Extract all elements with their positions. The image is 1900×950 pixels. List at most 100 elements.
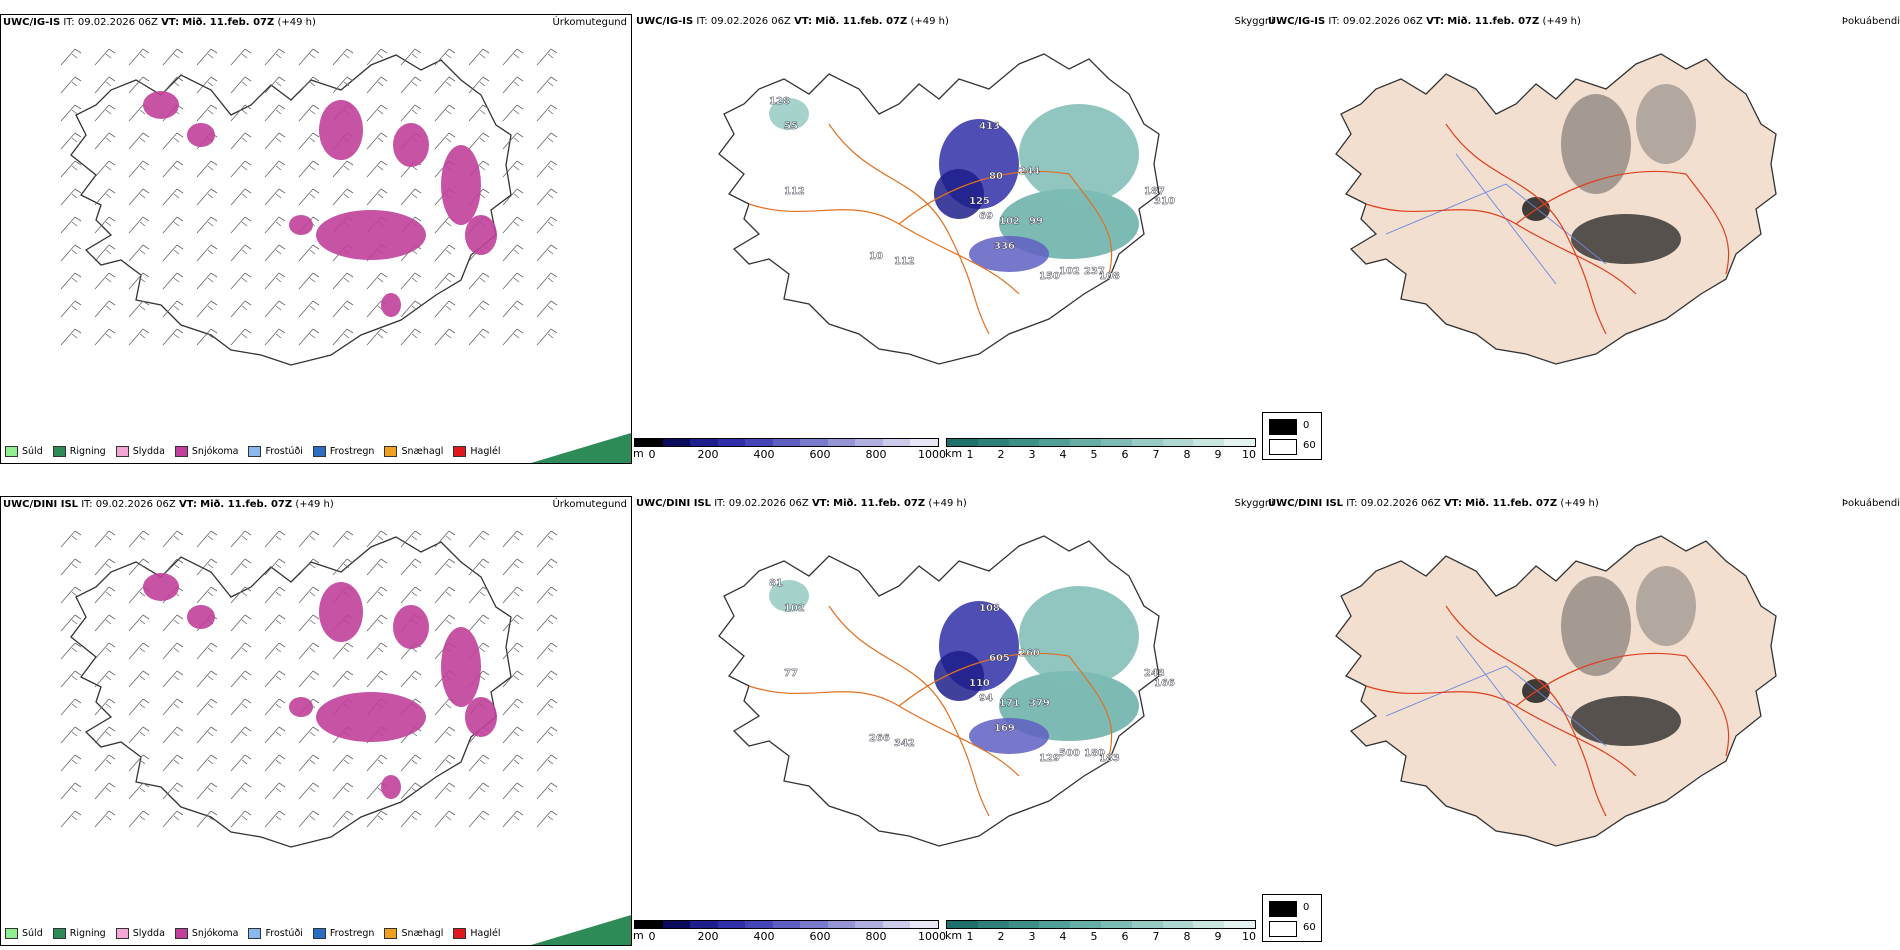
visibility-value-label: 260 (1019, 648, 1040, 659)
visibility-value-label: 266 (869, 733, 890, 744)
visibility-value-label: 94 (979, 693, 993, 704)
legend-swatch (384, 928, 398, 939)
visibility-value-label: 413 (979, 121, 1000, 132)
visibility-value-label: 150 (1039, 271, 1060, 282)
visibility-value-label: 112 (784, 186, 805, 197)
visibility-value-label: 243 (1144, 668, 1165, 679)
fog-legend: 0 60 (1262, 894, 1322, 942)
visibility-value-label: 102 (999, 216, 1020, 227)
visibility-value-label: 102 (784, 603, 805, 614)
visibility-value-label: 102 (1059, 266, 1080, 277)
ceiling-colorbar: m 0 200 400 600 800 1000 (633, 920, 946, 943)
visibility-value-label: 180 (1084, 748, 1105, 759)
visibility-value-label: 55 (784, 121, 798, 132)
precip-legend: Súld Rigning Slydda Snjókoma Frostúði Fr… (5, 446, 511, 457)
visibility-value-label: 379 (1029, 698, 1050, 709)
legend-item: Haglél (453, 928, 501, 939)
panel-title: Skyggni (1234, 16, 1274, 27)
legend-item: Frostúði (248, 928, 303, 939)
fog-indicator-panel: UWC/DINI ISL IT: 09.02.2026 06Z VT: Mið.… (1262, 496, 1900, 946)
legend-swatch (5, 446, 18, 457)
rain-area (531, 915, 631, 945)
visibility-value-label: 129 (1039, 753, 1060, 764)
legend-item: Snjókoma (174, 928, 238, 939)
visibility-value-label: 112 (894, 256, 915, 267)
visibility-value-label: 244 (1019, 166, 1040, 177)
legend-swatch (5, 928, 18, 939)
visibility-value-label: 80 (989, 171, 1003, 182)
legend-swatch (453, 928, 467, 939)
visibility-value-label: 108 (979, 603, 1000, 614)
legend-item: Rigning (52, 928, 106, 939)
visibility-value-label: 69 (979, 211, 993, 222)
panel-title: Úrkomutegund (552, 499, 627, 510)
visibility-value-label: 183 (1099, 753, 1120, 764)
visibility-value-label: 77 (784, 668, 798, 679)
panel-header: UWC/DINI ISL IT: 09.02.2026 06Z VT: Mið.… (1268, 498, 1599, 509)
iceland-map (60, 48, 558, 366)
legend-item: Slydda (115, 928, 165, 939)
visibility-value-label: 336 (994, 241, 1015, 252)
iceland-map (60, 530, 558, 848)
rain-area (531, 433, 631, 463)
legend-swatch (248, 446, 262, 457)
legend-item: Frostregn (312, 928, 374, 939)
legend-swatch (115, 446, 129, 457)
fog-legend-swatch (1269, 901, 1297, 917)
visibility-value-label: 171 (999, 698, 1020, 709)
precip-type-panel: UWC/IG-IS IT: 09.02.2026 06Z VT: Mið. 11… (0, 14, 632, 464)
visibility-value-label: 166 (1154, 678, 1175, 689)
visibility-panel: UWC/IG-IS IT: 09.02.2026 06Z VT: Mið. 11… (633, 14, 1274, 464)
legend-item: Snæhagl (384, 446, 443, 457)
visibility-value-label: 10 (869, 251, 883, 262)
precip-type-panel: UWC/DINI ISL IT: 09.02.2026 06Z VT: Mið.… (0, 496, 632, 946)
legend-item: Súld (5, 928, 43, 939)
panel-title: Þokuábendi (1841, 16, 1900, 27)
fog-legend-swatch (1269, 419, 1297, 435)
fog-legend: 0 60 (1262, 412, 1322, 460)
visibility-value-label: 108 (1099, 271, 1120, 282)
legend-swatch (174, 928, 188, 939)
iceland-map (1335, 53, 1777, 365)
visibility-colorbar: km 1 2 3 4 5 6 7 8 9 10 (945, 438, 1256, 461)
iceland-map (1335, 535, 1777, 847)
legend-item: Frostregn (312, 446, 374, 457)
panel-header: UWC/DINI ISL IT: 09.02.2026 06Z VT: Mið.… (636, 498, 967, 509)
panel-header: UWC/DINI ISL IT: 09.02.2026 06Z VT: Mið.… (3, 499, 334, 510)
panel-title: Þokuábendi (1841, 498, 1900, 509)
visibility-value-label: 310 (1154, 196, 1175, 207)
visibility-value-label: 99 (1029, 216, 1043, 227)
visibility-value-label: 169 (994, 723, 1015, 734)
legend-item: Snæhagl (384, 928, 443, 939)
panel-title: Skyggni (1234, 498, 1274, 509)
legend-swatch (52, 446, 66, 457)
visibility-value-label: 128 (769, 96, 790, 107)
legend-swatch (52, 928, 66, 939)
panel-header: UWC/IG-IS IT: 09.02.2026 06Z VT: Mið. 11… (636, 16, 949, 27)
visibility-value-label: 500 (1059, 748, 1080, 759)
panel-header: UWC/IG-IS IT: 09.02.2026 06Z VT: Mið. 11… (1268, 16, 1581, 27)
legend-swatch (174, 446, 188, 457)
legend-item: Súld (5, 446, 43, 457)
legend-swatch (248, 928, 262, 939)
legend-item: Haglél (453, 446, 501, 457)
visibility-value-label: 110 (969, 678, 990, 689)
precip-legend: Súld Rigning Slydda Snjókoma Frostúði Fr… (5, 928, 511, 939)
visibility-value-label: 187 (1144, 186, 1165, 197)
visibility-colorbar: km 1 2 3 4 5 6 7 8 9 10 (945, 920, 1256, 943)
fog-legend-swatch (1269, 439, 1297, 455)
panel-header: UWC/IG-IS IT: 09.02.2026 06Z VT: Mið. 11… (3, 17, 316, 28)
legend-swatch (384, 446, 398, 457)
panel-title: Úrkomutegund (552, 17, 627, 28)
legend-swatch (312, 928, 326, 939)
legend-swatch (453, 446, 467, 457)
legend-item: Snjókoma (174, 446, 238, 457)
visibility-value-label: 605 (989, 653, 1010, 664)
fog-legend-swatch (1269, 921, 1297, 937)
legend-item: Rigning (52, 446, 106, 457)
fog-indicator-panel: UWC/IG-IS IT: 09.02.2026 06Z VT: Mið. 11… (1262, 14, 1900, 464)
legend-item: Slydda (115, 446, 165, 457)
legend-item: Frostúði (248, 446, 303, 457)
visibility-panel: UWC/DINI ISL IT: 09.02.2026 06Z VT: Mið.… (633, 496, 1274, 946)
